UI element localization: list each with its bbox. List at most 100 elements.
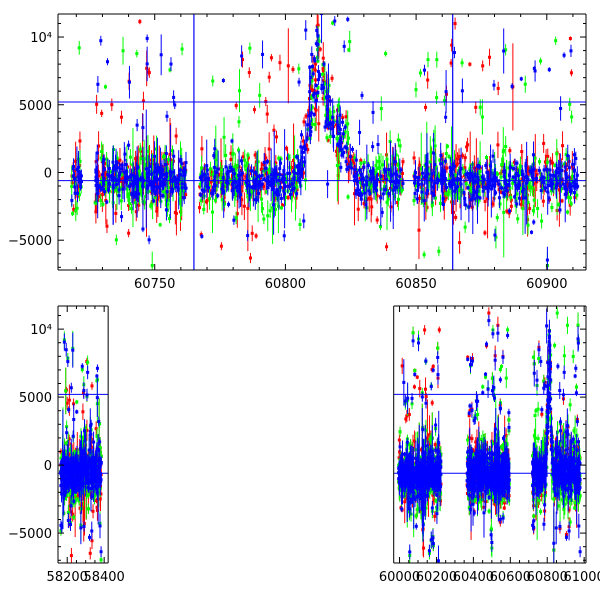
data-point: [222, 202, 226, 206]
data-point: [393, 185, 397, 189]
data-point: [335, 163, 339, 167]
data-point: [348, 40, 352, 44]
data-point: [575, 193, 579, 197]
data-point: [171, 170, 175, 174]
data-point: [420, 190, 424, 194]
data-point: [304, 178, 308, 182]
data-point: [213, 165, 217, 169]
data-point: [381, 174, 385, 178]
data-point: [67, 437, 71, 441]
data-point: [313, 91, 317, 95]
data-point: [183, 184, 187, 188]
data-point: [134, 179, 138, 183]
data-point: [531, 176, 535, 180]
data-point: [469, 171, 473, 175]
data-point: [528, 207, 532, 211]
data-point: [330, 76, 334, 80]
data-point: [78, 193, 82, 197]
data-point: [354, 192, 358, 196]
data-point: [532, 167, 536, 171]
data-point: [248, 195, 252, 199]
data-point: [439, 153, 443, 157]
data-point: [292, 159, 296, 163]
data-point: [290, 195, 294, 199]
data-point: [468, 176, 472, 180]
data-point: [452, 164, 456, 168]
data-point: [484, 164, 488, 168]
data-point: [350, 159, 354, 163]
data-point: [266, 214, 270, 218]
data-point: [547, 68, 551, 72]
data-point: [312, 113, 316, 117]
data-point: [453, 22, 457, 26]
data-point: [424, 105, 428, 109]
data-point: [435, 58, 439, 62]
data-point: [435, 96, 439, 100]
data-point: [441, 202, 445, 206]
data-point: [508, 149, 512, 153]
data-point: [128, 175, 132, 179]
data-point: [452, 178, 456, 182]
data-point: [297, 178, 301, 182]
data-point: [312, 57, 316, 61]
data-point: [551, 182, 555, 186]
data-point: [345, 146, 349, 150]
data-point: [117, 188, 121, 192]
data-point: [541, 199, 545, 203]
data-point: [417, 175, 421, 179]
data-point: [328, 110, 332, 114]
data-point: [110, 175, 114, 179]
y-tick-label: 10⁴: [30, 31, 52, 46]
data-point: [144, 183, 148, 187]
data-point: [350, 147, 354, 151]
data-point: [515, 161, 519, 165]
data-point: [385, 177, 389, 181]
data-point: [239, 193, 243, 197]
data-point: [153, 154, 157, 158]
data-point: [364, 186, 368, 190]
data-point: [421, 171, 425, 175]
data-point: [523, 190, 527, 194]
data-point: [520, 173, 524, 177]
data-point: [101, 173, 105, 177]
data-point: [162, 190, 166, 194]
data-point: [269, 173, 273, 177]
data-point: [430, 203, 434, 207]
data-point: [165, 175, 169, 179]
data-point: [571, 174, 575, 178]
data-point: [309, 126, 313, 130]
data-point: [503, 169, 507, 173]
data-point: [450, 158, 454, 162]
data-point: [310, 52, 314, 56]
data-point: [234, 104, 238, 108]
data-point: [387, 168, 391, 172]
data-point: [471, 181, 475, 185]
data-point: [69, 554, 73, 558]
data-point: [534, 176, 538, 180]
data-point: [237, 178, 241, 182]
data-point: [134, 157, 138, 161]
data-point: [532, 198, 536, 202]
data-point: [143, 163, 147, 167]
data-point: [430, 191, 434, 195]
data-point: [101, 180, 105, 184]
data-point: [157, 185, 161, 189]
data-point: [546, 183, 550, 187]
data-point: [274, 191, 278, 195]
data-point: [354, 158, 358, 162]
data-point: [138, 20, 142, 24]
data-point: [460, 89, 464, 93]
data-point: [524, 164, 528, 168]
data-point: [444, 196, 448, 200]
data-point: [159, 53, 163, 57]
data-point: [308, 65, 312, 69]
data-point: [76, 185, 80, 189]
data-point: [336, 143, 340, 147]
data-point: [469, 187, 473, 191]
data-point: [414, 184, 418, 188]
data-point: [533, 169, 537, 173]
data-point: [505, 189, 509, 193]
data-point: [110, 103, 114, 107]
data-point: [153, 175, 157, 179]
data-point: [491, 202, 495, 206]
